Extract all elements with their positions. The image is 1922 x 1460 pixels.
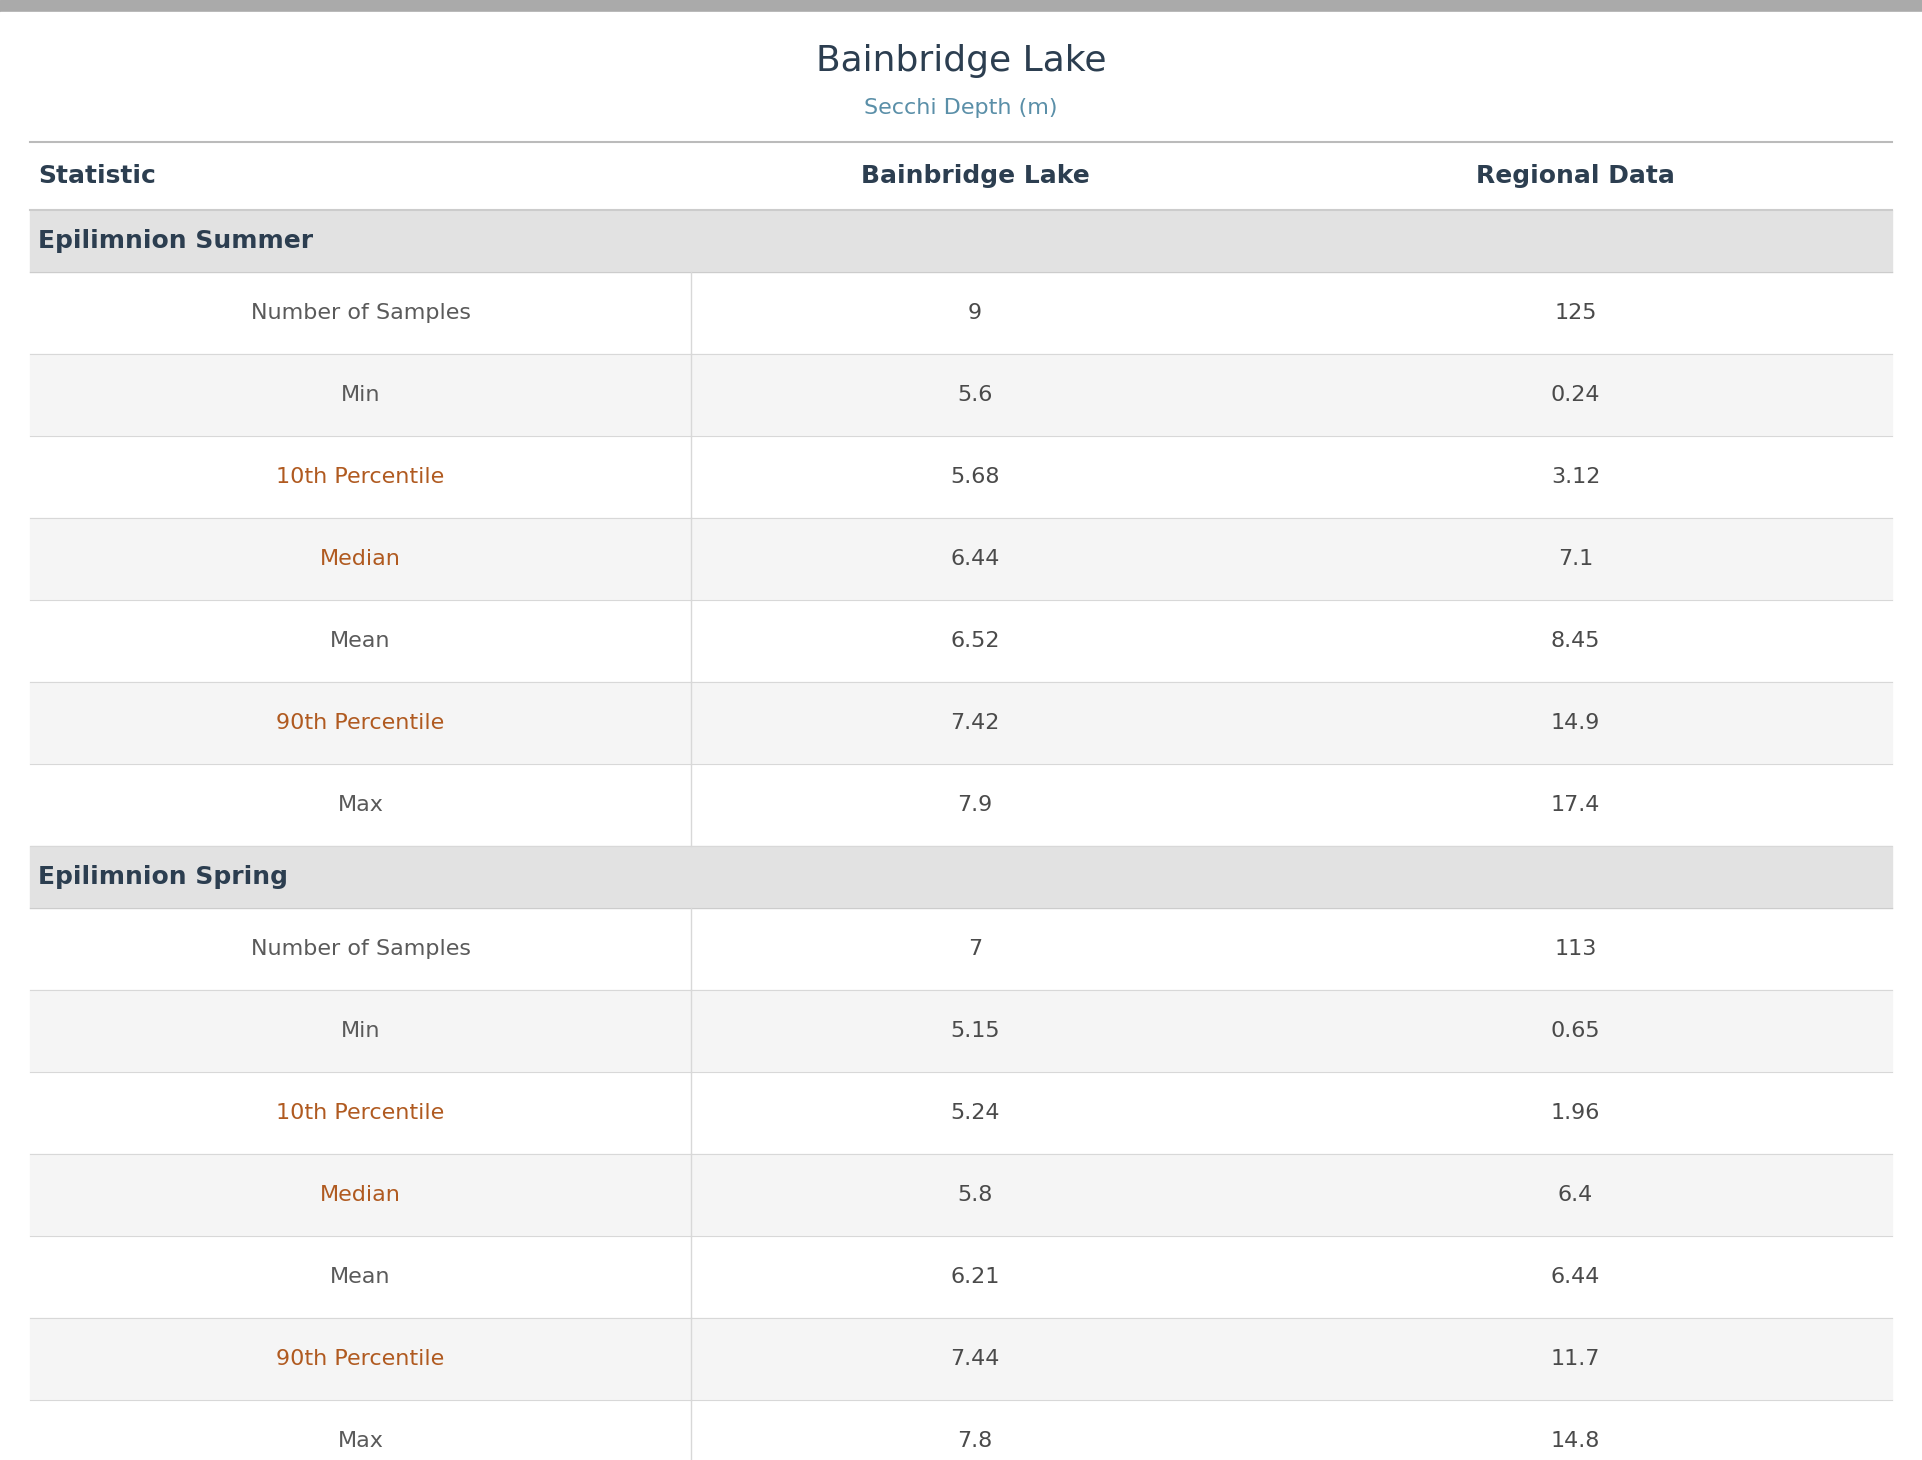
- Text: 10th Percentile: 10th Percentile: [277, 467, 444, 488]
- Text: 6.44: 6.44: [949, 549, 999, 569]
- Text: 7.8: 7.8: [957, 1431, 992, 1451]
- Text: 6.4: 6.4: [1559, 1186, 1593, 1204]
- Text: 113: 113: [1555, 939, 1597, 959]
- Text: Min: Min: [340, 1021, 381, 1041]
- Bar: [31, 1400, 1891, 1460]
- Text: 14.8: 14.8: [1551, 1431, 1601, 1451]
- Text: 90th Percentile: 90th Percentile: [277, 1349, 444, 1369]
- Text: 90th Percentile: 90th Percentile: [277, 712, 444, 733]
- Text: 10th Percentile: 10th Percentile: [277, 1102, 444, 1123]
- Text: 125: 125: [1555, 304, 1597, 323]
- Text: 1.96: 1.96: [1551, 1102, 1601, 1123]
- Text: Bainbridge Lake: Bainbridge Lake: [861, 164, 1090, 188]
- Text: 0.65: 0.65: [1551, 1021, 1601, 1041]
- Text: 5.15: 5.15: [949, 1021, 999, 1041]
- Bar: [0, 0, 1922, 12]
- Text: Median: Median: [321, 1186, 402, 1204]
- Bar: [31, 1318, 1891, 1400]
- Bar: [31, 1072, 1891, 1153]
- Text: Min: Min: [340, 385, 381, 404]
- Text: Bainbridge Lake: Bainbridge Lake: [815, 44, 1107, 79]
- Text: 6.21: 6.21: [949, 1267, 999, 1288]
- Text: 0.24: 0.24: [1551, 385, 1601, 404]
- Text: 5.8: 5.8: [957, 1186, 992, 1204]
- Bar: [31, 1237, 1891, 1318]
- Bar: [0, 12, 1922, 142]
- Text: Median: Median: [321, 549, 402, 569]
- Text: 6.52: 6.52: [949, 631, 999, 651]
- Text: 7.42: 7.42: [949, 712, 999, 733]
- Bar: [31, 142, 1891, 210]
- Text: Max: Max: [338, 796, 384, 815]
- Text: 14.9: 14.9: [1551, 712, 1601, 733]
- Bar: [31, 272, 1891, 353]
- Text: Secchi Depth (m): Secchi Depth (m): [865, 98, 1057, 118]
- Text: 3.12: 3.12: [1551, 467, 1601, 488]
- Text: 7.9: 7.9: [957, 796, 992, 815]
- Bar: [31, 518, 1891, 600]
- Bar: [31, 990, 1891, 1072]
- Bar: [31, 210, 1891, 272]
- Text: 5.6: 5.6: [957, 385, 992, 404]
- Text: Epilimnion Spring: Epilimnion Spring: [38, 864, 288, 889]
- Bar: [31, 908, 1891, 990]
- Text: Number of Samples: Number of Samples: [250, 304, 471, 323]
- Text: 7.44: 7.44: [949, 1349, 999, 1369]
- Text: 9: 9: [969, 304, 982, 323]
- Bar: [31, 600, 1891, 682]
- Bar: [31, 1153, 1891, 1237]
- Text: Epilimnion Summer: Epilimnion Summer: [38, 229, 313, 253]
- Text: 17.4: 17.4: [1551, 796, 1601, 815]
- Text: Number of Samples: Number of Samples: [250, 939, 471, 959]
- Bar: [31, 845, 1891, 908]
- Text: Max: Max: [338, 1431, 384, 1451]
- Text: 7.1: 7.1: [1559, 549, 1593, 569]
- Bar: [31, 353, 1891, 437]
- Text: 5.24: 5.24: [949, 1102, 999, 1123]
- Text: 8.45: 8.45: [1551, 631, 1601, 651]
- Text: 5.68: 5.68: [949, 467, 999, 488]
- Text: Statistic: Statistic: [38, 164, 156, 188]
- Text: 11.7: 11.7: [1551, 1349, 1601, 1369]
- Text: Regional Data: Regional Data: [1476, 164, 1674, 188]
- Text: 7: 7: [969, 939, 982, 959]
- Text: Mean: Mean: [331, 1267, 390, 1288]
- Bar: [31, 682, 1891, 764]
- Bar: [31, 437, 1891, 518]
- Text: Mean: Mean: [331, 631, 390, 651]
- Text: 6.44: 6.44: [1551, 1267, 1601, 1288]
- Bar: [31, 764, 1891, 845]
